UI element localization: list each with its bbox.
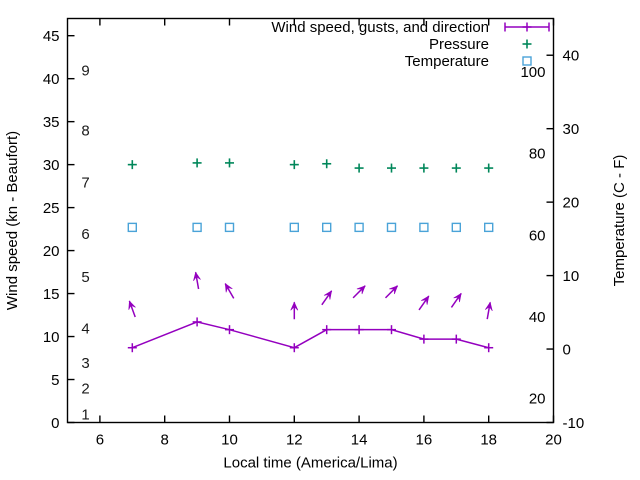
right-fahrenheit-label: 40 [529, 309, 546, 326]
bottom-tick-label: 20 [545, 432, 562, 449]
temperature-marker [289, 222, 299, 233]
wind-direction-arrow [450, 292, 462, 308]
right-fahrenheit-label: 60 [529, 227, 546, 244]
plot-frame [66, 17, 555, 424]
left-tick-label: 40 [43, 71, 60, 88]
right-fahrenheit-label: 100 [520, 64, 545, 81]
left-tick-label: 0 [51, 415, 59, 432]
wind-direction-arrow [224, 282, 235, 299]
beaufort-label: 6 [81, 226, 89, 243]
left-tick-label: 5 [51, 372, 59, 389]
x-axis-title: Local time (America/Lima) [223, 455, 397, 472]
legend-label-0: Wind speed, gusts, and direction [271, 19, 489, 36]
temperature-marker [419, 222, 429, 233]
bottom-tick-label: 14 [351, 432, 368, 449]
beaufort-label: 5 [81, 269, 89, 286]
bottom-tick-label: 8 [161, 432, 169, 449]
right-celsius-label: 20 [563, 195, 580, 212]
left-tick-label: 15 [43, 286, 60, 303]
beaufort-label: 9 [81, 63, 89, 80]
wind-direction-arrow [484, 301, 493, 320]
right-celsius-label: 0 [563, 342, 571, 359]
legend-label-1: Pressure [429, 36, 489, 53]
bottom-tick-label: 10 [221, 432, 238, 449]
wind-direction-arrow [321, 290, 333, 306]
temperature-marker [386, 222, 397, 233]
bottom-tick-label: 6 [96, 432, 104, 449]
right-celsius-label: -10 [563, 415, 585, 432]
wind-direction-arrow [290, 301, 299, 320]
wind-speed-line [132, 321, 489, 349]
bottom-tick-label: 18 [480, 432, 497, 449]
legend-sample-square [522, 56, 532, 66]
right-fahrenheit-label: 80 [529, 146, 546, 163]
left-tick-label: 45 [43, 28, 60, 45]
beaufort-label: 2 [81, 381, 89, 398]
legend-label-2: Temperature [405, 53, 489, 70]
wind-direction-arrow [384, 285, 399, 299]
wind-direction-arrow [128, 300, 136, 318]
left-tick-label: 35 [43, 114, 60, 131]
right-celsius-label: 40 [563, 48, 580, 65]
bottom-tick-label: 16 [416, 432, 433, 449]
right-celsius-label: 10 [563, 268, 580, 285]
temperature-marker [322, 222, 332, 233]
left-tick-label: 25 [43, 200, 60, 217]
bottom-tick-label: 12 [286, 432, 303, 449]
right-celsius-label: 30 [563, 121, 580, 138]
temperature-marker [192, 222, 202, 233]
y2-axis-title: Temperature (C - F) [611, 155, 628, 287]
temperature-marker [127, 222, 138, 233]
left-tick-label: 10 [43, 329, 60, 346]
beaufort-label: 4 [81, 320, 89, 337]
temperature-marker [224, 222, 235, 233]
temperature-marker [451, 222, 461, 233]
left-tick-label: 20 [43, 243, 60, 260]
beaufort-label: 8 [81, 123, 89, 140]
wind-direction-arrow [193, 271, 201, 290]
beaufort-label: 7 [81, 174, 89, 191]
right-fahrenheit-label: 20 [529, 391, 546, 408]
temperature-marker [484, 222, 494, 233]
temperature-marker [354, 222, 364, 233]
wind-direction-arrow [352, 285, 366, 299]
wind-direction-arrow [418, 295, 430, 311]
beaufort-label: 3 [81, 355, 89, 372]
y-axis-title: Wind speed (kn - Beaufort) [4, 131, 21, 310]
left-tick-label: 30 [43, 157, 60, 174]
beaufort-label: 1 [81, 406, 89, 423]
